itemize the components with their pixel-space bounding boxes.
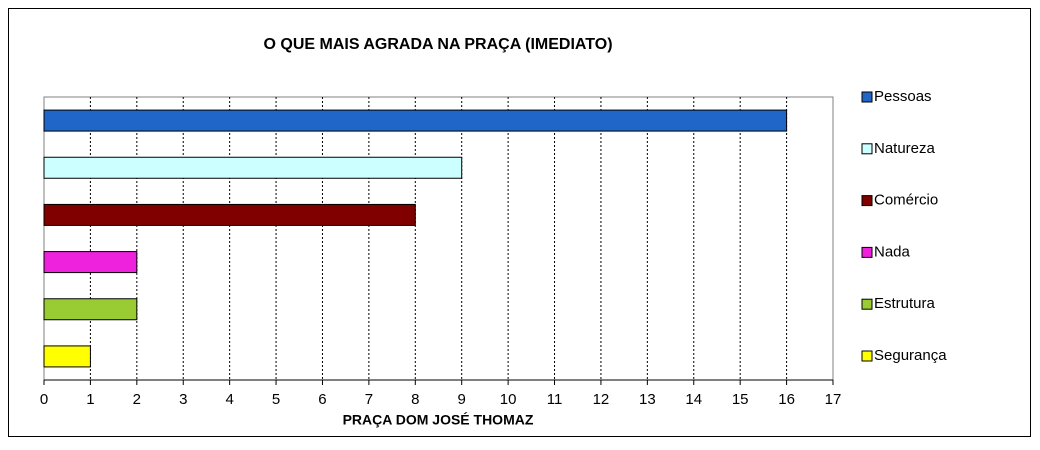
x-tick-label: 10 (500, 391, 517, 408)
x-tick-label: 3 (179, 391, 187, 408)
legend-label: Nada (874, 243, 911, 260)
legend-label: Pessoas (874, 88, 932, 105)
legend-swatch (861, 246, 873, 258)
legend-label: Segurança (874, 347, 947, 364)
legend-swatch (861, 195, 873, 207)
x-tick-label: 16 (778, 391, 795, 408)
bar (43, 251, 138, 274)
legend-label: Estrutura (874, 295, 936, 312)
legend-label: Natureza (874, 140, 936, 157)
x-tick-label: 17 (825, 391, 842, 408)
x-tick-label: 9 (458, 391, 466, 408)
x-tick-label: 0 (40, 391, 48, 408)
x-tick-label: 1 (86, 391, 94, 408)
x-tick-label: 4 (225, 391, 233, 408)
x-tick-label: 7 (365, 391, 373, 408)
chart-title: O QUE MAIS AGRADA NA PRAÇA (IMEDIATO) (263, 36, 612, 53)
legend-swatch (861, 143, 873, 155)
bar (43, 298, 138, 321)
legend-swatch (861, 91, 873, 103)
x-tick-label: 2 (133, 391, 141, 408)
x-tick-label: 5 (272, 391, 280, 408)
bar (43, 345, 91, 368)
bar (43, 109, 788, 132)
legend-swatch (861, 298, 873, 310)
x-tick-label: 15 (732, 391, 749, 408)
legend-label: Comércio (874, 192, 938, 209)
bar (43, 203, 416, 226)
x-tick-label: 11 (547, 391, 563, 408)
x-tick-label: 8 (411, 391, 419, 408)
x-tick-label: 12 (593, 391, 610, 408)
plot-area (43, 96, 834, 381)
x-axis-label: PRAÇA DOM JOSÉ THOMAZ (343, 412, 534, 428)
x-tick-label: 6 (318, 391, 326, 408)
x-tick-label: 13 (639, 391, 656, 408)
x-tick-label: 14 (685, 391, 702, 408)
bar (43, 156, 463, 179)
legend-swatch (861, 350, 873, 362)
